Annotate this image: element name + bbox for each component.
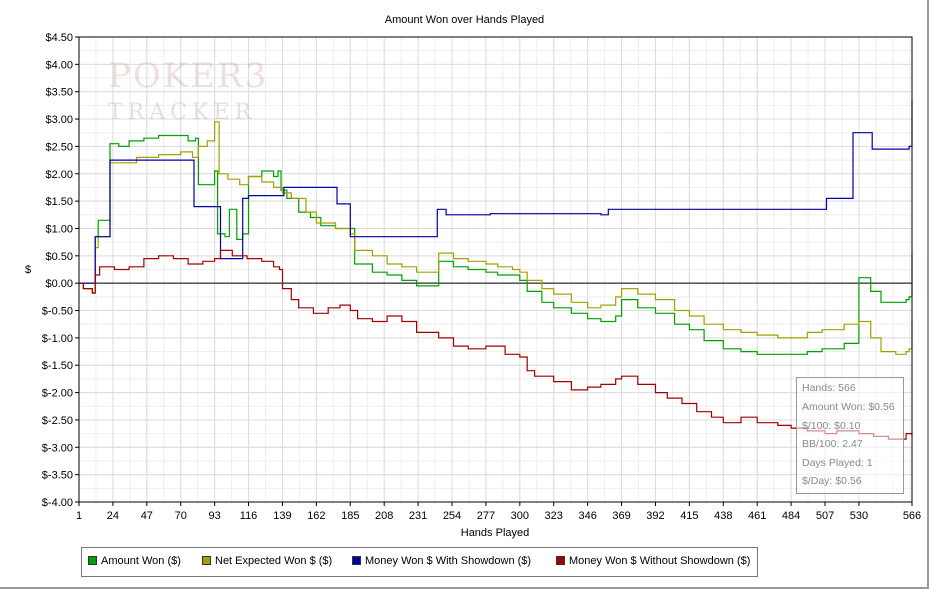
y-axis-title: $ bbox=[25, 264, 32, 276]
x-tick-label: 392 bbox=[646, 510, 664, 522]
y-tick-label: $-3.50 bbox=[42, 470, 73, 482]
grid-lines bbox=[78, 36, 913, 503]
y-tick-label: $1.00 bbox=[45, 223, 73, 235]
y-tick-label: $-2.00 bbox=[42, 388, 73, 400]
legend-label: Net Expected Won $ ($) bbox=[215, 555, 333, 567]
x-tick-label: 93 bbox=[209, 510, 221, 522]
y-tick-label: $-0.50 bbox=[42, 306, 73, 318]
x-tick-label: 1 bbox=[76, 510, 82, 522]
x-tick-label: 566 bbox=[903, 510, 921, 522]
stat-amount-won: Amount Won: $0.56 bbox=[802, 401, 895, 413]
legend-item-net-expected-won[interactable]: Net Expected Won $ ($) bbox=[202, 555, 332, 567]
y-tick-label: $2.00 bbox=[45, 169, 73, 181]
y-tick-label: $3.50 bbox=[45, 87, 73, 99]
x-tick-label: 277 bbox=[477, 510, 495, 522]
stat-dollars-per-100: $/100: $0.10 bbox=[802, 420, 861, 432]
legend-item-with-showdown[interactable]: Money Won $ With Showdown ($) bbox=[352, 555, 531, 567]
x-tick-label: 346 bbox=[578, 510, 596, 522]
x-axis-ticks: 1 24 47 70 93 116 139 162 185 208 231 254 277 300 323 3… bbox=[76, 502, 921, 522]
x-tick-label: 116 bbox=[240, 510, 258, 522]
chart-title: Amount Won over Hands Played bbox=[384, 14, 545, 26]
x-tick-label: 415 bbox=[680, 510, 698, 522]
series-line-2 bbox=[79, 99, 913, 284]
y-tick-label: $-3.00 bbox=[42, 442, 73, 454]
watermark-logo-line1: POKER3 bbox=[108, 56, 269, 96]
x-tick-label: 70 bbox=[175, 510, 187, 522]
series-line-0 bbox=[79, 134, 913, 355]
watermark-logo-line2: TRACKER bbox=[108, 100, 257, 125]
stat-days-played: Days Played: 1 bbox=[802, 457, 873, 469]
poker-tracker-watermark: POKER3 TRACKER bbox=[108, 56, 308, 128]
plot-border bbox=[78, 36, 913, 503]
x-tick-label: 484 bbox=[782, 510, 800, 522]
x-tick-label: 24 bbox=[107, 510, 119, 522]
y-tick-label: $4.00 bbox=[45, 59, 73, 71]
x-tick-label: 254 bbox=[443, 510, 461, 522]
y-axis-ticks: $4.50 $4.00 $3.50 $3.00 $2.50 $2.00 $1.50 $1.00… bbox=[42, 32, 79, 509]
x-tick-label: 438 bbox=[714, 510, 732, 522]
series-lines bbox=[79, 99, 913, 440]
legend-label: Money Won $ With Showdown ($) bbox=[365, 555, 532, 567]
legend-label: Amount Won ($) bbox=[101, 555, 181, 567]
x-tick-label: 369 bbox=[612, 510, 630, 522]
stat-hands: Hands: 566 bbox=[802, 382, 856, 394]
x-tick-label: 323 bbox=[545, 510, 563, 522]
x-tick-label: 185 bbox=[341, 510, 359, 522]
legend-swatch bbox=[352, 556, 361, 565]
legend-label: Money Won $ Without Showdown ($) bbox=[569, 555, 751, 567]
y-tick-label: $1.50 bbox=[45, 196, 73, 208]
legend-swatch bbox=[88, 556, 97, 565]
y-tick-label: $-1.00 bbox=[42, 333, 73, 345]
series-line-3 bbox=[79, 249, 913, 440]
x-tick-label: 530 bbox=[850, 510, 868, 522]
y-tick-label: $-1.50 bbox=[42, 360, 73, 372]
y-tick-label: $-4.00 bbox=[42, 497, 73, 509]
legend-swatch bbox=[202, 556, 211, 565]
y-tick-label: $2.50 bbox=[45, 141, 73, 153]
stat-dollars-per-day: $/Day: $0.56 bbox=[802, 475, 862, 487]
x-tick-label: 139 bbox=[273, 510, 291, 522]
x-tick-label: 300 bbox=[511, 510, 529, 522]
x-tick-label: 461 bbox=[748, 510, 766, 522]
x-tick-label: 47 bbox=[141, 510, 153, 522]
y-tick-label: $0.50 bbox=[45, 251, 73, 263]
y-tick-label: $4.50 bbox=[45, 32, 73, 44]
stat-bb-per-100: BB/100: 2.47 bbox=[802, 438, 863, 450]
series-line-1 bbox=[79, 121, 913, 355]
x-tick-label: 231 bbox=[409, 510, 427, 522]
x-tick-label: 208 bbox=[375, 510, 393, 522]
y-tick-label: $3.00 bbox=[45, 114, 73, 126]
stats-box: Hands: 566 Amount Won: $0.56 $/100: $0.1… bbox=[796, 377, 904, 494]
legend-item-amount-won[interactable]: Amount Won ($) bbox=[88, 555, 181, 567]
legend-swatch bbox=[556, 556, 565, 565]
y-tick-label: $-2.50 bbox=[42, 415, 73, 427]
chart-legend: Amount Won ($) Net Expected Won $ ($) Mo… bbox=[81, 547, 758, 577]
y-tick-label: $0.00 bbox=[45, 278, 73, 290]
legend-item-without-showdown[interactable]: Money Won $ Without Showdown ($) bbox=[556, 555, 750, 567]
x-tick-label: 162 bbox=[307, 510, 325, 522]
x-axis-title: Hands Played bbox=[460, 527, 530, 539]
x-tick-label: 507 bbox=[816, 510, 834, 522]
